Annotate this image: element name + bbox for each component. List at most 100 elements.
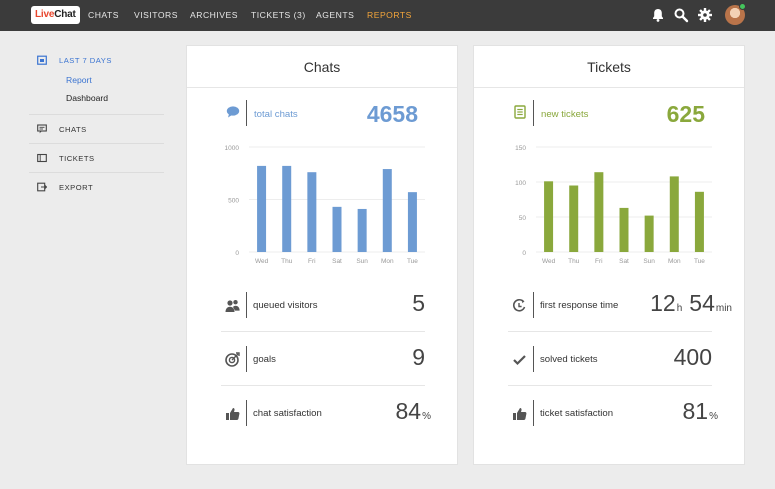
chats-card: Chats total chats 4658 0 500 1000 Wed Thu Fri…: [186, 45, 458, 465]
search-icon[interactable]: [673, 7, 689, 23]
stat-separator: [246, 346, 247, 372]
kpi-separator: [533, 100, 534, 126]
y-tick-label: 150: [515, 145, 526, 152]
x-tick-label: Sun: [356, 258, 368, 265]
x-tick-label: Fri: [308, 258, 316, 265]
tickets-card-title: Tickets: [474, 46, 744, 88]
speech-bubble-icon: [226, 106, 240, 118]
ticket-icon: [37, 153, 47, 163]
percent-unit: %: [709, 411, 718, 422]
tickets-card: Tickets new tickets 625 0 50 100 150 Wed Thu F…: [473, 45, 745, 465]
x-tick-label: Sat: [332, 258, 342, 265]
livechat-logo[interactable]: LiveChat: [31, 6, 80, 24]
users-icon: [225, 300, 240, 312]
solved-tickets-number: 400: [673, 344, 712, 370]
percent-unit: %: [422, 411, 431, 422]
sidebar-item-label: CHATS: [59, 125, 87, 134]
chats-bar-chart: 0 500 1000 Wed Thu Fri Sat Sun Mon Tue: [221, 142, 425, 268]
sidebar-item-label: TICKETS: [59, 154, 95, 163]
sidebar-divider: [29, 114, 164, 115]
solved-tickets-row: solved tickets 400: [508, 332, 712, 386]
queued-visitors-value: 5: [412, 290, 425, 317]
stat-separator: [246, 400, 247, 426]
bar: [644, 215, 654, 252]
nav-item-tickets[interactable]: TICKETS (3): [251, 10, 306, 20]
y-tick-label: 50: [519, 215, 527, 222]
bar: [257, 165, 267, 252]
total-chats-value: 4658: [366, 101, 418, 127]
first-response-time-value: 12h 54min: [650, 290, 732, 317]
logo-text-live: Live: [35, 9, 55, 20]
goals-row: goals 9: [221, 332, 425, 386]
x-tick-label: Tue: [694, 258, 705, 265]
bar: [669, 176, 679, 252]
total-chats-label: total chats: [254, 109, 298, 120]
bar: [619, 207, 629, 252]
stat-separator: [533, 346, 534, 372]
ticket-satisfaction-number: 81: [682, 398, 709, 424]
chat-satisfaction-value: 84%: [396, 398, 432, 425]
nav-item-visitors[interactable]: VISITORS: [134, 10, 178, 20]
nav-item-agents[interactable]: AGENTS: [316, 10, 355, 20]
y-tick-label: 100: [515, 180, 526, 187]
top-nav-bar: LiveChat CHATS VISITORS ARCHIVES TICKETS…: [0, 0, 775, 31]
queued-visitors-number: 5: [412, 290, 425, 316]
bar: [357, 208, 367, 252]
nav-item-chats[interactable]: CHATS: [88, 10, 119, 20]
thumbs-up-icon: [513, 408, 527, 420]
x-tick-label: Wed: [255, 258, 269, 265]
ticket-satisfaction-value: 81%: [683, 398, 719, 425]
chat-satisfaction-label: chat satisfaction: [253, 408, 322, 419]
x-tick-label: Mon: [668, 258, 681, 265]
bar: [569, 185, 579, 252]
user-avatar[interactable]: [725, 5, 745, 25]
target-icon: [225, 352, 240, 367]
bell-icon[interactable]: [650, 7, 666, 23]
goals-number: 9: [412, 344, 425, 370]
gear-icon[interactable]: [697, 7, 713, 23]
stat-separator: [246, 292, 247, 318]
new-tickets-label: new tickets: [541, 109, 589, 120]
chat-bubble-icon: [37, 124, 47, 134]
x-tick-label: Thu: [568, 258, 580, 265]
sidebar-item-label: EXPORT: [59, 183, 94, 192]
sidebar-subitem-report[interactable]: Report: [66, 75, 92, 85]
response-minutes: 54: [689, 290, 715, 316]
stat-separator: [533, 292, 534, 318]
hours-unit: h: [676, 303, 683, 314]
bar: [594, 172, 604, 252]
x-tick-label: Fri: [595, 258, 603, 265]
x-tick-label: Mon: [381, 258, 394, 265]
nav-item-reports[interactable]: REPORTS: [367, 10, 412, 20]
y-tick-label: 0: [235, 250, 239, 257]
sidebar-divider: [29, 143, 164, 144]
sidebar-subitem-dashboard[interactable]: Dashboard: [66, 93, 109, 103]
sidebar-divider: [29, 172, 164, 173]
nav-item-archives[interactable]: ARCHIVES: [190, 10, 238, 20]
sidebar-item-label: LAST 7 DAYS: [59, 56, 112, 65]
checkmark-icon: [513, 355, 526, 366]
chat-satisfaction-row: chat satisfaction 84%: [221, 386, 431, 440]
goals-value: 9: [412, 344, 425, 371]
first-response-time-label: first response time: [540, 300, 619, 311]
y-tick-label: 1000: [225, 145, 240, 152]
ticket-satisfaction-row: ticket satisfaction 81%: [508, 386, 718, 440]
bar: [544, 181, 554, 252]
kpi-separator: [246, 100, 247, 126]
bar: [407, 192, 417, 252]
bar: [307, 172, 317, 252]
bar: [332, 206, 342, 252]
clock-icon: [513, 298, 526, 312]
new-tickets-value: 625: [666, 101, 705, 127]
first-response-time-row: first response time 12h 54min: [508, 278, 732, 332]
x-tick-label: Thu: [281, 258, 293, 265]
queued-visitors-label: queued visitors: [253, 300, 318, 311]
y-tick-label: 0: [522, 250, 526, 257]
bar: [382, 169, 392, 252]
calendar-icon: [37, 55, 47, 65]
bar: [282, 165, 292, 252]
x-tick-label: Sat: [619, 258, 629, 265]
document-icon: [514, 105, 526, 119]
y-tick-label: 500: [228, 198, 239, 205]
stat-separator: [533, 400, 534, 426]
